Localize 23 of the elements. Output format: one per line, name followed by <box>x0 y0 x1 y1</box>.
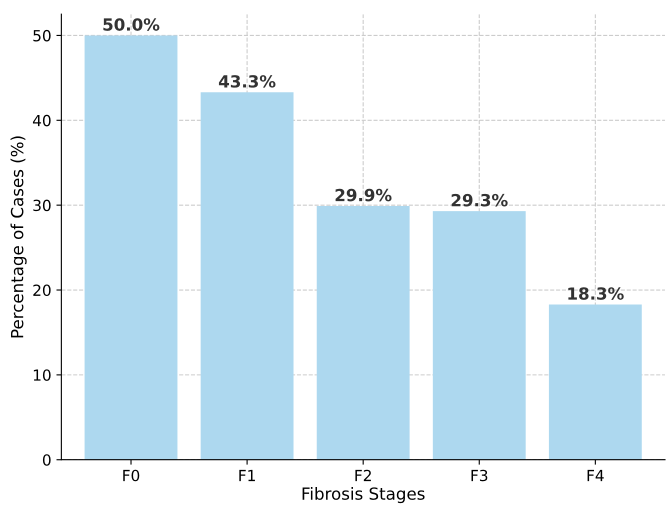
bar <box>432 211 526 460</box>
y-axis-title: Percentage of Cases (%) <box>10 136 27 338</box>
data-label: 43.3% <box>218 75 276 88</box>
x-tick-label: F4 <box>588 470 604 482</box>
y-tick-label: 40 <box>32 114 51 126</box>
bar <box>200 92 294 460</box>
x-tick-label: F2 <box>355 470 371 482</box>
data-label: 50.0% <box>103 18 160 31</box>
y-tick-label: 30 <box>33 200 51 212</box>
y-tick-label: 10 <box>34 369 51 381</box>
x-tick-label: F1 <box>239 470 255 482</box>
bar <box>548 304 642 460</box>
x-tick-label: F0 <box>123 470 140 482</box>
data-label: 18.3% <box>568 287 624 300</box>
y-tick-label: 50 <box>33 30 51 42</box>
x-axis-title: Fibrosis Stages <box>302 487 425 504</box>
data-label: 29.3% <box>452 194 508 206</box>
bar <box>316 206 410 460</box>
data-label: 29.9% <box>336 188 392 202</box>
bar <box>84 35 178 460</box>
y-tick-label: 0 <box>42 454 51 466</box>
y-tick-label: 20 <box>33 284 51 296</box>
x-tick-label: F3 <box>472 470 488 482</box>
